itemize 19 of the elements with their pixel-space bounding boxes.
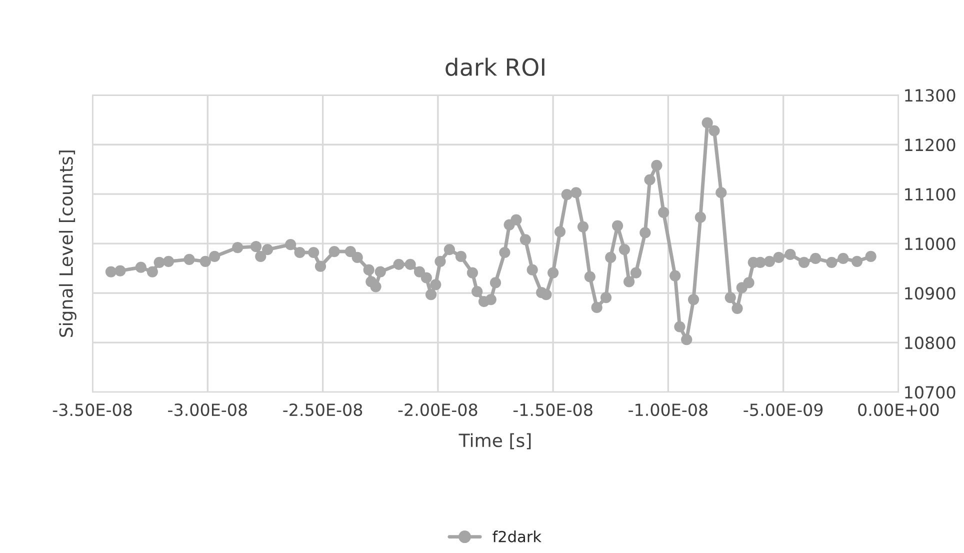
- chart-title: dark ROI: [446, 58, 544, 76]
- x-tick-label: -2.50E-08: [283, 403, 362, 416]
- y-tick-label: 10700: [905, 386, 956, 399]
- y-tick-label: 10800: [905, 336, 956, 350]
- x-tick-label: -3.50E-08: [52, 403, 132, 416]
- x-tick-label: -1.50E-08: [513, 403, 592, 416]
- x-tick-label: -2.00E-08: [398, 403, 478, 416]
- x-tick-label: -1.00E-08: [628, 403, 708, 416]
- y-tick-label: 11200: [905, 138, 956, 152]
- x-tick-label: -3.00E-08: [168, 403, 247, 416]
- y-tick-label: 11300: [905, 89, 956, 102]
- legend-label: f2dark: [492, 530, 542, 542]
- y-axis-title: Signal Level [counts]: [58, 150, 76, 337]
- x-tick-label: -5.00E-09: [744, 403, 823, 416]
- x-tick-label: 0.00E+00: [858, 403, 939, 416]
- y-tick-label: 11100: [905, 188, 956, 201]
- y-tick-label: 11000: [905, 238, 956, 250]
- x-axis-title: Time [s]: [458, 433, 531, 450]
- y-tick-label: 10900: [905, 287, 956, 300]
